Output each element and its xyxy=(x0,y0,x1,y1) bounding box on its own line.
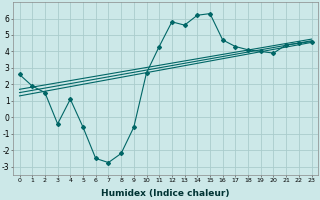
X-axis label: Humidex (Indice chaleur): Humidex (Indice chaleur) xyxy=(101,189,230,198)
